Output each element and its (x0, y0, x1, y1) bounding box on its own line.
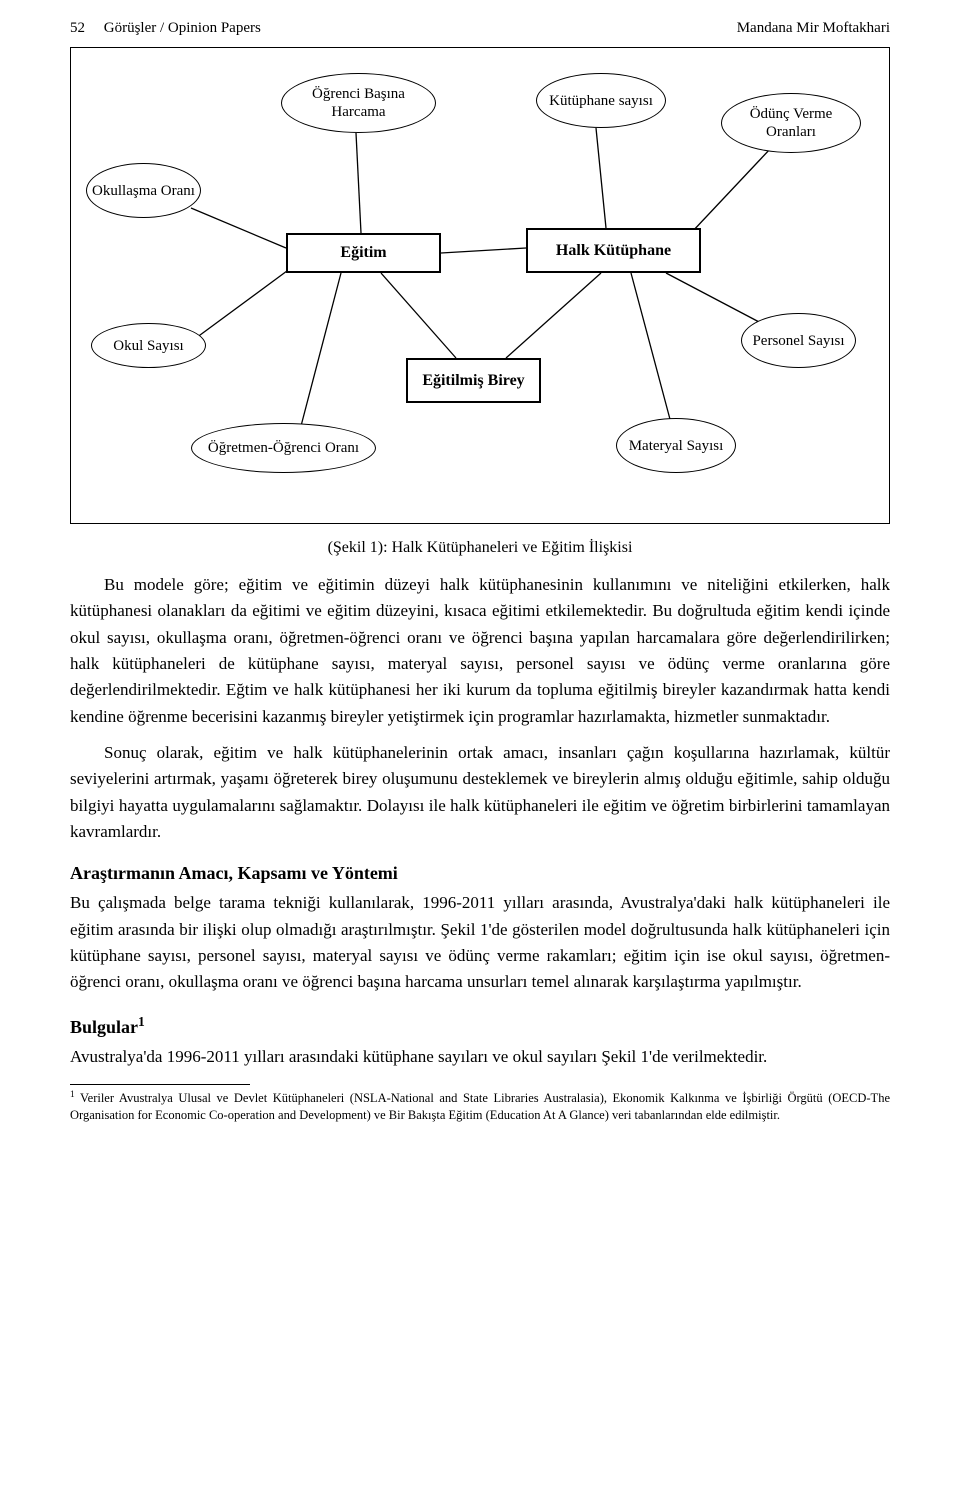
diagram-node-halk_kutuphane: Halk Kütüphane (526, 228, 701, 273)
header-author: Mandana Mir Moftakhari (737, 20, 890, 37)
diagram-node-ogrenci_basina: Öğrenci Başına Harcama (281, 73, 436, 133)
section-title: Görüşler / Opinion Papers (104, 20, 261, 36)
footnote-rule (70, 1084, 250, 1085)
paragraph-method: Bu çalışmada belge tarama tekniği kullan… (70, 890, 890, 995)
page-container: 52 Görüşler / Opinion Papers Mandana Mir… (0, 0, 960, 1153)
paragraph-findings: Avustralya'da 1996-2011 yılları arasında… (70, 1044, 890, 1070)
heading-findings-text: Bulgular (70, 1017, 138, 1037)
figure-caption: (Şekil 1): Halk Kütüphaneleri ve Eğitim … (70, 539, 890, 557)
footnote: 1 Veriler Avustralya Ulusal ve Devlet Kü… (70, 1089, 890, 1123)
header-left: 52 Görüşler / Opinion Papers (70, 20, 261, 37)
page-number: 52 (70, 20, 85, 36)
diagram-node-egitilmis_birey: Eğitilmiş Birey (406, 358, 541, 403)
diagram-node-kutuphane_sayisi: Kütüphane sayısı (536, 73, 666, 128)
heading-findings: Bulgular1 (70, 1014, 890, 1038)
diagram-node-odunc_verme: Ödünç Verme Oranları (721, 93, 861, 153)
heading-findings-sup: 1 (138, 1014, 145, 1029)
paragraph-1: Bu modele göre; eğitim ve eğitimin düzey… (70, 572, 890, 730)
diagram-node-materyal_sayisi: Materyal Sayısı (616, 418, 736, 473)
diagram-node-egitim: Eğitim (286, 233, 441, 273)
diagram-node-okul_sayisi: Okul Sayısı (91, 323, 206, 368)
diagram-node-personel_sayisi: Personel Sayısı (741, 313, 856, 368)
heading-method: Araştırmanın Amacı, Kapsamı ve Yöntemi (70, 863, 890, 884)
page-header: 52 Görüşler / Opinion Papers Mandana Mir… (70, 20, 890, 37)
paragraph-2: Sonuç olarak, eğitim ve halk kütüphanele… (70, 740, 890, 845)
footnote-text: Veriler Avustralya Ulusal ve Devlet Kütü… (70, 1091, 890, 1121)
diagram-node-okullasma: Okullaşma Oranı (86, 163, 201, 218)
diagram-figure: Okullaşma Oranı Öğrenci Başına Harcama Küt… (70, 47, 890, 524)
diagram-node-ogretmen_ogrenci: Öğretmen-Öğrenci Oranı (191, 423, 376, 473)
